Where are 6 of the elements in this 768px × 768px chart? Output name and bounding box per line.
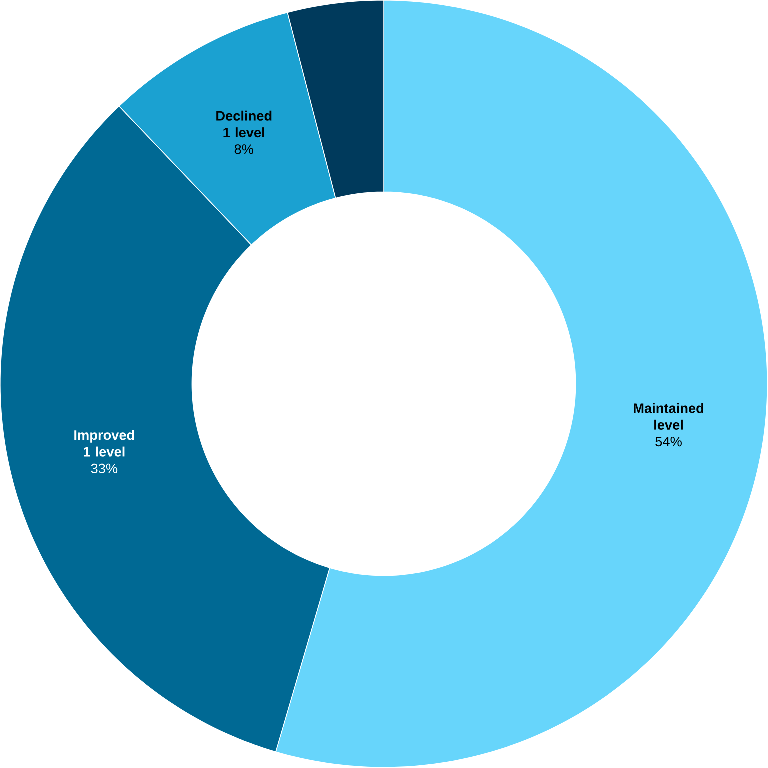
data-label: 33% <box>91 464 118 474</box>
slice-label: Declined 1 level <box>216 110 272 138</box>
slice-label: Improved 1 level <box>74 430 134 457</box>
data-label: 8% <box>234 144 254 154</box>
slice-label: Maintained level <box>634 403 704 430</box>
data-label: 54% <box>656 437 682 447</box>
